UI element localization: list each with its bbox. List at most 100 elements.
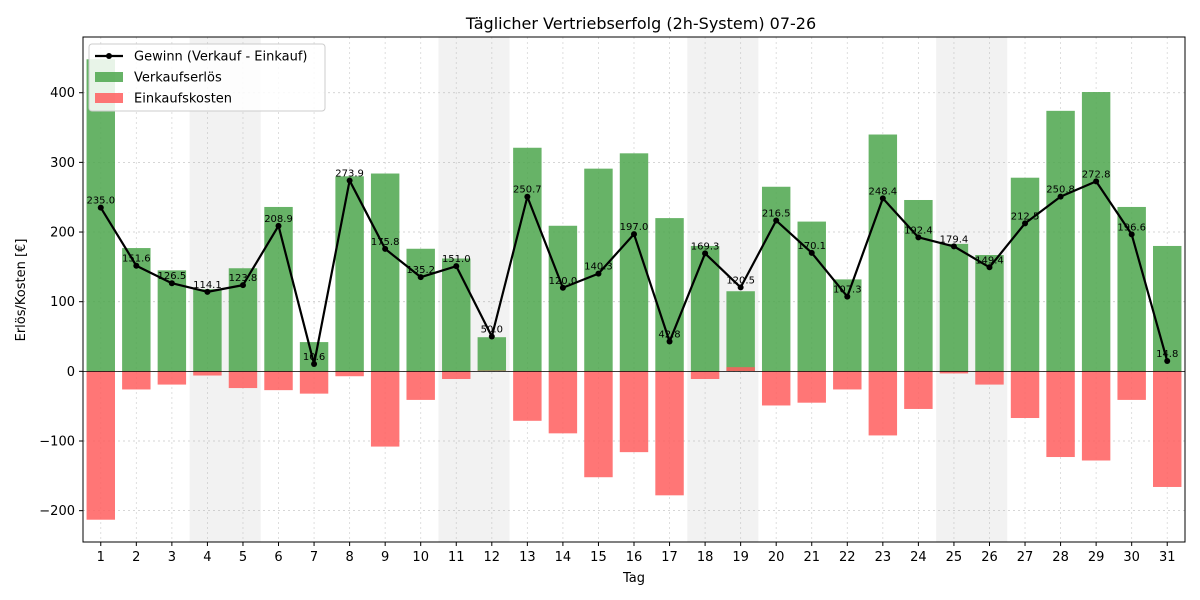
- profit-value-label: 235.0: [86, 196, 115, 207]
- profit-value-label: 208.9: [264, 214, 293, 225]
- x-tick-label: 6: [274, 550, 282, 565]
- profit-point: [97, 204, 104, 211]
- profit-value-label: 250.7: [513, 185, 542, 196]
- revenue-bar: [939, 243, 969, 372]
- profit-point: [168, 280, 175, 287]
- profit-point: [702, 250, 709, 257]
- x-tick-label: 11: [448, 550, 465, 565]
- y-tick-label: −200: [39, 504, 75, 519]
- profit-line-layer: [97, 177, 1171, 367]
- profit-value-label: 197.0: [620, 222, 649, 233]
- revenue-bar: [1081, 92, 1111, 372]
- profit-value-label: 170.1: [797, 241, 826, 252]
- cost-bar: [264, 371, 293, 391]
- x-tick-label: 17: [661, 550, 678, 565]
- x-tick-label: 4: [203, 550, 211, 565]
- chart-title: Täglicher Vertriebserfolg (2h-System) 07…: [465, 14, 816, 33]
- profit-point: [417, 274, 424, 281]
- revenue-bar: [477, 337, 507, 372]
- x-tick-label: 25: [946, 550, 963, 565]
- profit-point: [204, 288, 211, 295]
- x-tick-label: 29: [1088, 550, 1105, 565]
- profit-point: [1022, 220, 1029, 227]
- revenue-bar: [584, 168, 613, 372]
- profit-point: [524, 193, 531, 200]
- x-tick-label: 13: [519, 550, 536, 565]
- data-labels: 235.0 151.6 126.5 114.1 123.8 208.9 10.6 273.9 1…: [86, 169, 1178, 363]
- x-tick-label: 14: [555, 550, 572, 565]
- cost-bar: [1010, 371, 1040, 419]
- y-tick-label: 0: [67, 365, 75, 380]
- x-tick-label: 7: [310, 550, 318, 565]
- profit-value-label: 120.0: [549, 276, 578, 287]
- y-tick-label: 300: [50, 156, 75, 171]
- y-tick-label: 400: [50, 86, 75, 101]
- x-tick-label: 28: [1052, 550, 1069, 565]
- x-tick-label: 21: [803, 550, 820, 565]
- cost-bar: [619, 371, 649, 453]
- profit-value-label: 149.4: [975, 255, 1004, 266]
- profit-value-label: 126.5: [158, 271, 187, 282]
- profit-point: [133, 262, 140, 269]
- revenue-bar: [726, 291, 755, 372]
- x-tick-label: 3: [168, 550, 176, 565]
- profit-value-label: 273.9: [335, 169, 364, 180]
- profit-point: [773, 217, 780, 224]
- cost-bar: [513, 371, 542, 421]
- cost-bar: [797, 371, 826, 403]
- cost-bar: [761, 371, 791, 406]
- profit-point: [311, 360, 318, 367]
- cost-bar: [975, 371, 1004, 385]
- revenue-bar: [1010, 177, 1040, 372]
- x-tick-label: 8: [345, 550, 353, 565]
- x-tick-label: 22: [839, 550, 856, 565]
- legend: Gewinn (Verkauf - Einkauf) Verkaufserlös E…: [88, 43, 326, 112]
- x-tick-label: 18: [697, 550, 714, 565]
- revenue-bar: [868, 134, 898, 372]
- x-tick-label: 12: [484, 550, 501, 565]
- profit-value-label: 14.8: [1156, 349, 1178, 360]
- x-tick-label: 5: [239, 550, 247, 565]
- profit-point: [559, 284, 566, 291]
- profit-value-label: 42.8: [658, 330, 680, 341]
- x-tick-label: 15: [590, 550, 607, 565]
- profit-value-label: 114.1: [193, 280, 222, 291]
- cost-bar: [299, 371, 329, 394]
- profit-point: [1128, 231, 1135, 238]
- cost-bar: [726, 367, 755, 372]
- x-tick-label: 23: [875, 550, 892, 565]
- cost-bar: [584, 371, 613, 478]
- x-tick-label: 26: [981, 550, 998, 565]
- profit-point: [986, 264, 993, 271]
- cost-bar: [904, 371, 933, 409]
- profit-value-label: 50.0: [481, 325, 503, 336]
- y-axis-label: Erlös/Kosten [€]: [14, 239, 29, 342]
- legend-box: [88, 43, 326, 112]
- profit-value-label: 212.5: [1011, 211, 1040, 222]
- legend-label: Gewinn (Verkauf - Einkauf): [134, 50, 307, 65]
- profit-point: [808, 249, 815, 256]
- cost-bar: [690, 371, 720, 380]
- cost-bar: [833, 371, 862, 390]
- revenue-bar: [975, 255, 1004, 372]
- revenue-bar: [761, 186, 791, 372]
- profit-value-label: 135.2: [406, 265, 435, 276]
- cost-bar: [86, 371, 115, 520]
- x-tick-label: 10: [412, 550, 429, 565]
- x-tick-label: 9: [381, 550, 389, 565]
- cost-bar: [1081, 371, 1111, 461]
- revenue-bar: [690, 245, 720, 372]
- legend-patch-swatch: [95, 72, 123, 82]
- profit-value-label: 151.6: [122, 254, 151, 265]
- y-tick-label: 100: [50, 295, 75, 310]
- profit-point: [879, 195, 886, 202]
- revenue-bar: [335, 176, 364, 372]
- profit-point: [950, 243, 957, 250]
- x-axis-label: Tag: [622, 571, 645, 586]
- cost-bar: [193, 371, 222, 376]
- cost-bar: [442, 371, 471, 380]
- revenue-bar: [655, 218, 684, 372]
- profit-point: [844, 293, 851, 300]
